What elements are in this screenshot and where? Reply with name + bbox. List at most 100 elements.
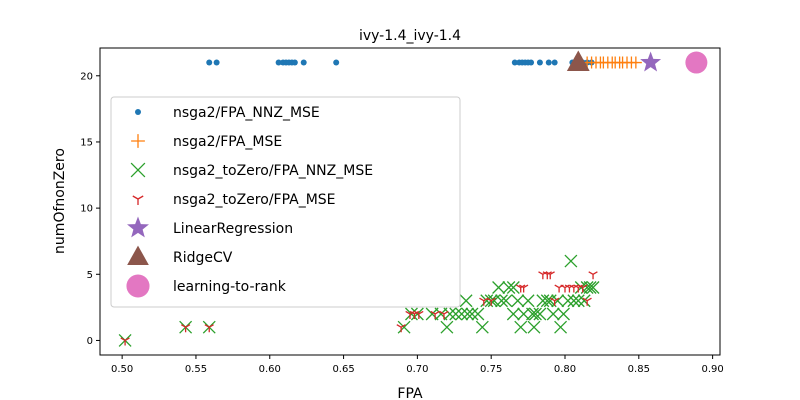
legend-marker: [127, 245, 149, 265]
legend: nsga2/FPA_NNZ_MSE nsga2/FPA_MSE nsga2_toZe…: [110, 96, 461, 308]
data-point: [582, 297, 592, 306]
data-point: [120, 337, 130, 346]
data-point: [629, 56, 642, 69]
data-point: [443, 307, 457, 321]
data-point: [492, 281, 506, 294]
data-point: [583, 281, 597, 294]
data-point: [564, 254, 578, 268]
data-point: [554, 284, 564, 293]
legend-marker: [130, 162, 146, 178]
data-point: [455, 307, 469, 321]
data-point: [518, 284, 529, 293]
data-point: [180, 324, 191, 333]
data-point: [502, 281, 516, 294]
data-point: [410, 307, 424, 321]
series-5: [566, 50, 590, 71]
x-tick-label: 0.85: [628, 364, 650, 375]
data-point: [567, 294, 581, 308]
x-tick-label: 0.50: [111, 364, 133, 375]
legend-label: nsga2/FPA_MSE: [173, 134, 282, 150]
data-point: [527, 320, 541, 334]
legend-label: nsga2_toZero/FPA_MSE: [173, 192, 336, 208]
data-point: [561, 294, 575, 308]
legend-box: [110, 96, 461, 308]
data-point: [528, 59, 535, 66]
x-tick-label: 0.55: [185, 364, 207, 375]
legend-marker: [132, 195, 144, 205]
data-point: [397, 320, 411, 334]
data-point: [533, 307, 547, 321]
y-tick-label: 10: [80, 204, 93, 215]
data-point: [396, 324, 406, 333]
legend-label: nsga2_toZero/FPA_NNZ_MSE: [173, 163, 373, 179]
data-point: [551, 59, 558, 66]
x-axis: 0.50 0.55 0.60 0.65 0.70 0.75 0.80 0.85 0.90: [111, 355, 724, 375]
data-point: [499, 294, 513, 308]
data-point: [542, 271, 552, 280]
legend-item: nsga2/FPA_MSE: [131, 134, 282, 150]
data-point: [405, 307, 418, 321]
data-point: [430, 310, 440, 319]
data-point: [461, 307, 475, 321]
data-point: [516, 284, 526, 293]
data-point: [578, 284, 588, 293]
data-point: [204, 324, 214, 333]
data-point: [545, 271, 555, 280]
series-6: [685, 51, 708, 74]
legend-label: LinearRegression: [173, 221, 293, 237]
legend-item: learning-to-rank: [126, 274, 287, 298]
data-point: [551, 294, 565, 308]
data-point: [333, 59, 340, 66]
data-point: [554, 320, 568, 334]
data-point: [511, 294, 525, 308]
data-point: [640, 51, 662, 72]
legend-marker: [135, 109, 141, 115]
x-tick-label: 0.80: [554, 364, 576, 375]
x-axis-label: FPA: [397, 386, 423, 400]
y-tick-label: 5: [87, 270, 93, 281]
legend-item: LinearRegression: [127, 216, 293, 238]
data-point: [549, 297, 560, 306]
legend-item: nsga2_toZero/FPA_MSE: [132, 192, 336, 208]
data-point: [511, 59, 518, 66]
data-point: [521, 294, 535, 308]
data-point: [546, 307, 560, 321]
data-point: [475, 320, 489, 334]
data-point: [439, 310, 449, 319]
data-point: [685, 51, 708, 74]
data-point: [506, 281, 520, 294]
legend-label: nsga2/FPA_NNZ_MSE: [173, 105, 320, 121]
data-point: [465, 307, 479, 321]
data-point: [540, 294, 554, 308]
data-point: [300, 59, 307, 66]
y-axis: 0 5 10 15 20: [80, 71, 100, 347]
data-point: [529, 307, 542, 321]
chart-title: ivy-1.4_ivy-1.4: [359, 28, 461, 44]
data-point: [545, 59, 552, 66]
data-point: [588, 271, 598, 280]
y-axis-label: numOfnonZero: [52, 148, 68, 254]
data-point: [557, 307, 570, 321]
y-tick-label: 20: [80, 71, 93, 82]
data-point: [213, 59, 220, 66]
data-point: [566, 50, 590, 71]
legend-marker: [126, 274, 150, 298]
x-tick-label: 0.75: [480, 364, 502, 375]
series-4: [640, 51, 662, 72]
data-point: [414, 310, 424, 319]
data-point: [471, 307, 485, 321]
x-tick-label: 0.90: [701, 364, 723, 375]
data-point: [440, 320, 454, 334]
plot-marks: [118, 50, 708, 347]
legend-marker: [131, 134, 145, 148]
data-point: [586, 281, 600, 294]
data-point: [449, 307, 463, 321]
plot-frame: [99, 47, 721, 356]
y-tick-label: 0: [87, 336, 93, 347]
data-point: [486, 297, 496, 306]
data-point: [506, 307, 520, 321]
x-tick-label: 0.60: [259, 364, 281, 375]
y-tick-label: 15: [80, 137, 93, 148]
legend-label: learning-to-rank: [173, 279, 287, 295]
data-point: [495, 294, 508, 308]
